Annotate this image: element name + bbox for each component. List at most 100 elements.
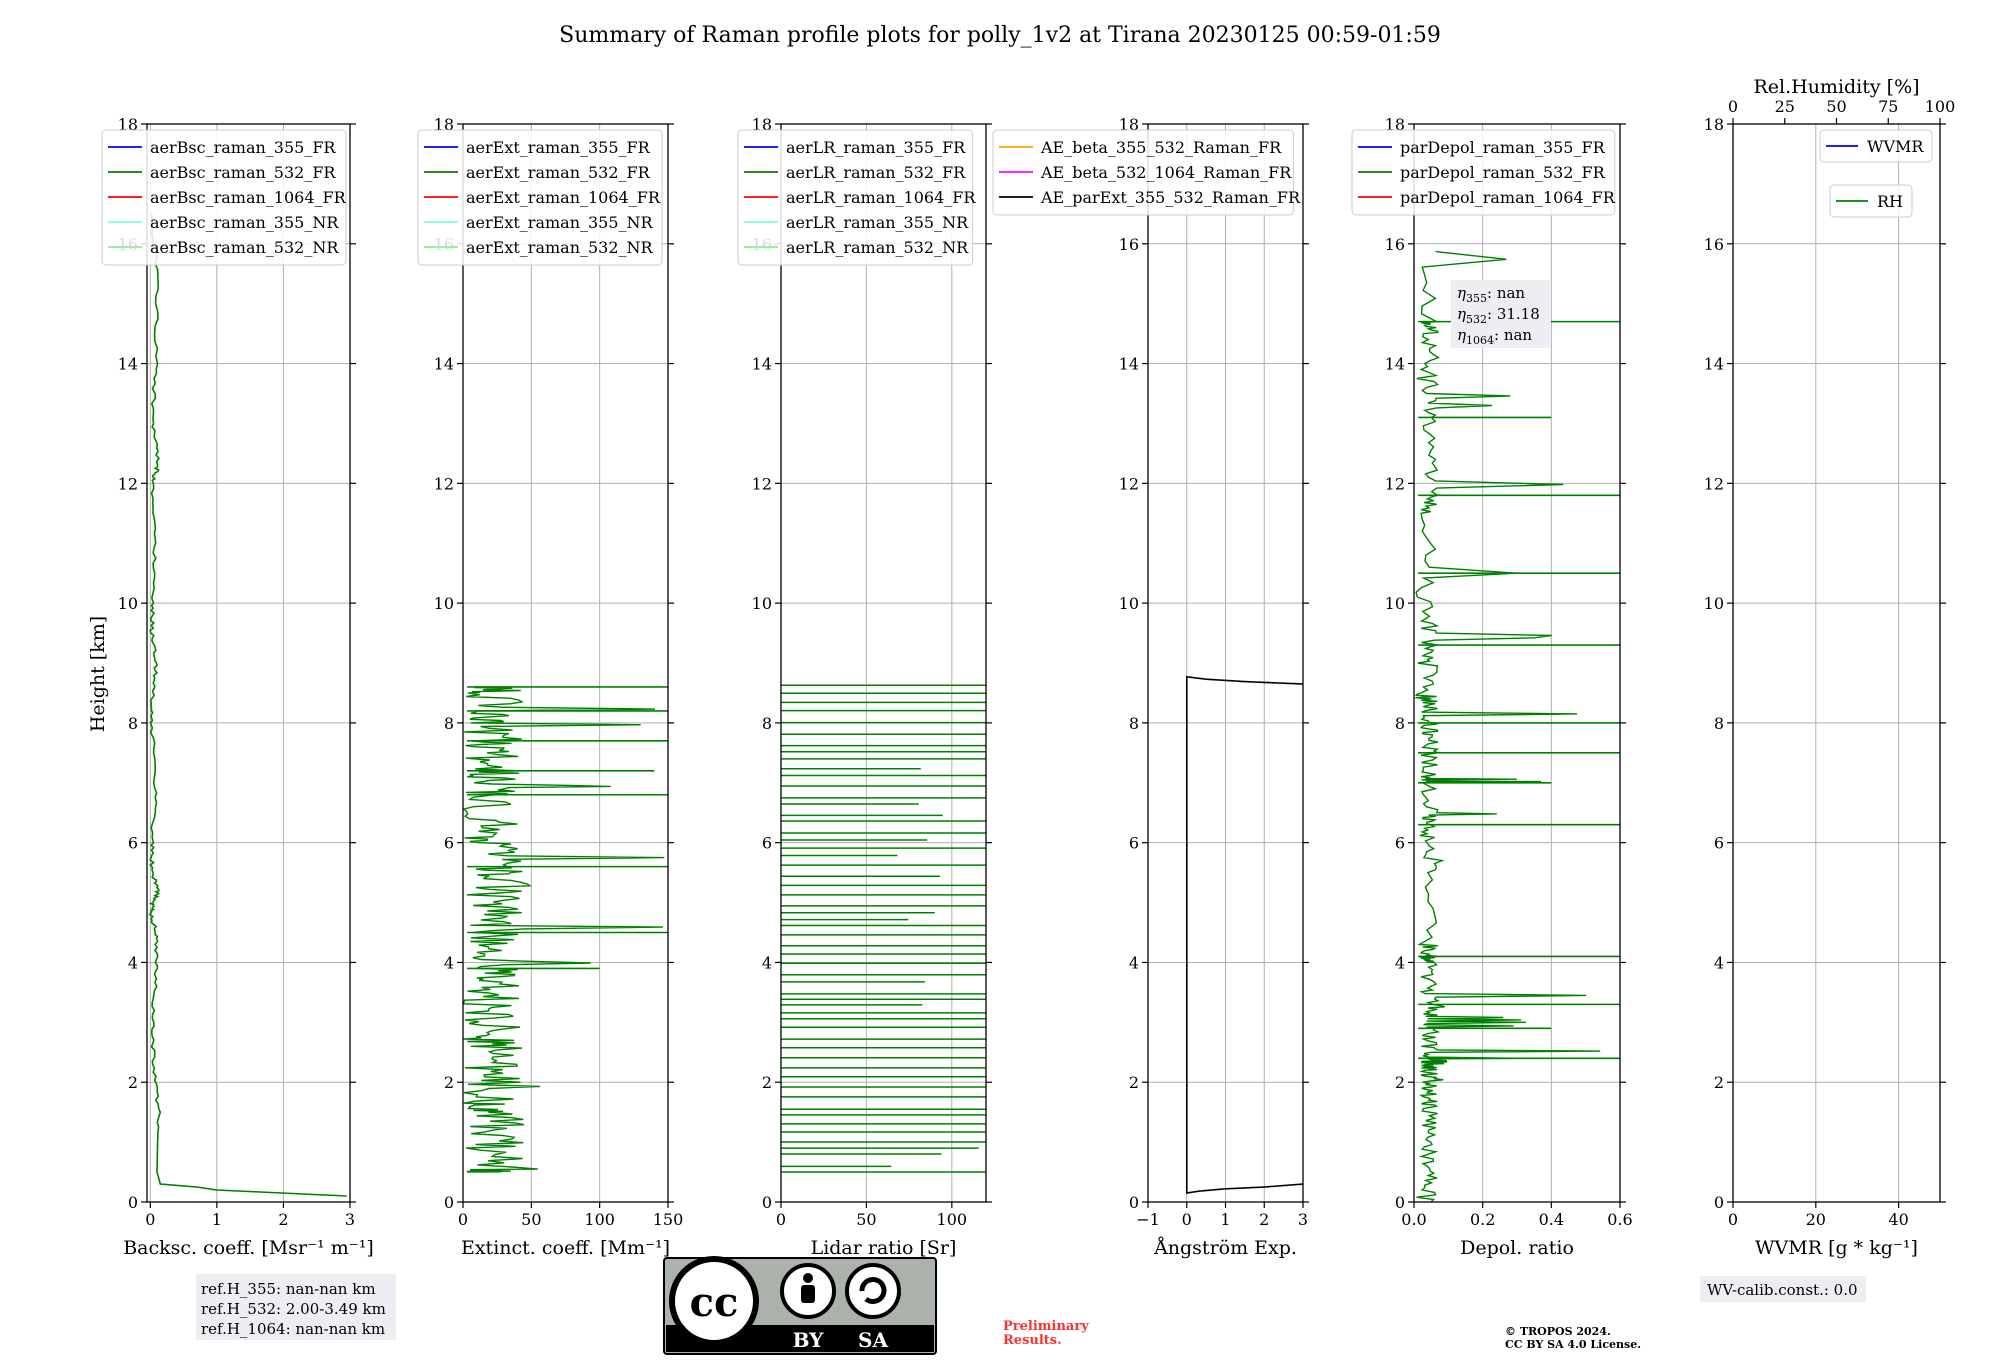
y-tick-label: 0 [128, 1193, 138, 1212]
ref-h-532: ref.H_532: 2.00-3.49 km [201, 1300, 386, 1318]
legend-label: aerExt_raman_355_NR [466, 213, 654, 232]
x-tick-label: 3 [1298, 1210, 1308, 1229]
y-tick-label: 10 [118, 594, 138, 613]
x-tick-label: 0.4 [1539, 1210, 1564, 1229]
axes-frame [780, 123, 987, 1203]
cc-license-badge: cc BY SA [663, 1256, 937, 1355]
legend-box [737, 129, 974, 266]
y-tick-label: 4 [1129, 953, 1139, 972]
x-tick-label: 150 [653, 1210, 684, 1229]
y-tick-label: 6 [1129, 834, 1139, 853]
legend-label: AE_beta_355_532_Raman_FR [1040, 138, 1282, 157]
y-tick-label: 4 [444, 953, 454, 972]
eta-value-1064: η1064: nan [1457, 326, 1532, 347]
legend-label: aerBsc_raman_355_NR [150, 213, 339, 232]
legend-label: aerExt_raman_355_FR [466, 138, 651, 157]
y-tick-label: 18 [1704, 115, 1724, 134]
cc-logo-icon [669, 1256, 759, 1346]
legend-label: AE_beta_532_1064_Raman_FR [1040, 163, 1292, 182]
y-tick-label: 10 [434, 594, 454, 613]
axes-frame [1413, 123, 1621, 1203]
x-tick-label: 1 [212, 1210, 222, 1229]
x-tick-label: 50 [856, 1210, 876, 1229]
legend-label: aerBsc_raman_355_FR [150, 138, 336, 157]
top-x-tick-label: 0 [1728, 97, 1738, 116]
y-tick-label: 4 [762, 953, 772, 972]
preliminary-line-1: Preliminary [1003, 1319, 1089, 1334]
y-tick-label: 8 [1714, 714, 1724, 733]
y-tick-label: 14 [118, 355, 138, 374]
x-axis-label: Lidar ratio [Sr] [811, 1237, 957, 1259]
legend-label: parDepol_raman_355_FR [1400, 138, 1606, 157]
top-x-tick-label: 25 [1775, 97, 1795, 116]
cc-logo-text: cc [690, 1279, 739, 1326]
legend-box-wvmr [1819, 129, 1933, 163]
legend-label: aerLR_raman_1064_FR [786, 188, 976, 207]
y-tick-label: 10 [1119, 594, 1139, 613]
copyright-line-1: © TROPOS 2024. [1505, 1325, 1611, 1338]
x-axis-label: Backsc. coeff. [Msr⁻¹ m⁻¹] [123, 1237, 374, 1259]
legend-label: WVMR [1867, 137, 1924, 156]
legend-label: parDepol_raman_532_FR [1400, 163, 1606, 182]
series-line-AE_parExt_355_532_Raman_FR [1186, 675, 1303, 1194]
copyright-line-2: CC BY SA 4.0 License. [1505, 1338, 1641, 1351]
x-tick-label: 50 [521, 1210, 541, 1229]
panel-5: 0 2 4 6 8 10 12 14 16 18 0.0 0.2 0.4 0.6 Depol. ratio p… [1351, 115, 1633, 1259]
legend-label: aerExt_raman_532_FR [466, 163, 651, 182]
by-label: BY [793, 1328, 825, 1352]
y-tick-label: 16 [1385, 235, 1405, 254]
ref-h-355: ref.H_355: nan-nan km [201, 1280, 376, 1298]
y-tick-label: 14 [1704, 355, 1724, 374]
x-tick-label: 40 [1888, 1210, 1908, 1229]
y-tick-label: 12 [1704, 474, 1724, 493]
series-line-aerExt_raman_532_FR [463, 686, 665, 1173]
legend-label: aerExt_raman_532_NR [466, 238, 654, 257]
y-tick-label: 12 [118, 474, 138, 493]
axes-frame [146, 123, 351, 1203]
series-line-parDepol_raman_532_FR [1414, 250, 1601, 1202]
y-tick-label: 12 [752, 474, 772, 493]
y-tick-label: 12 [1385, 474, 1405, 493]
legend-label: AE_parExt_355_532_Raman_FR [1040, 188, 1301, 207]
x-tick-label: 20 [1806, 1210, 1826, 1229]
top-x-tick-label: 100 [1925, 97, 1956, 116]
x-tick-label: 2 [1259, 1210, 1269, 1229]
legend-label: aerLR_raman_532_FR [786, 163, 966, 182]
y-tick-label: 12 [434, 474, 454, 493]
legend-label: aerBsc_raman_532_FR [150, 163, 336, 182]
x-tick-label: 0 [145, 1210, 155, 1229]
eta-value-355: η355: nan [1457, 284, 1525, 305]
y-tick-label: 2 [444, 1073, 454, 1092]
top-x-tick-label: 75 [1878, 97, 1898, 116]
legend-label: aerBsc_raman_532_NR [150, 238, 339, 257]
top-x-tick-label: 50 [1826, 97, 1846, 116]
x-axis-label: Extinct. coeff. [Mm⁻¹] [461, 1237, 670, 1259]
y-tick-label: 14 [1119, 355, 1139, 374]
axes-frame [462, 123, 669, 1203]
y-tick-label: 14 [434, 355, 454, 374]
y-tick-label: 2 [1129, 1073, 1139, 1092]
sa-label: SA [858, 1328, 888, 1352]
legend-box-rh [1829, 184, 1913, 218]
y-tick-label: 8 [444, 714, 454, 733]
y-tick-label: 8 [1395, 714, 1405, 733]
series-line-aerBsc_raman_532_FR [148, 213, 347, 1197]
x-axis-label: Depol. ratio [1460, 1237, 1574, 1259]
panel-1: 0246810121416180123Backsc. coeff. [Msr⁻¹… [101, 115, 374, 1259]
y-tick-label: 18 [434, 115, 454, 134]
y-tick-label: 0 [444, 1193, 454, 1212]
y-tick-label: 14 [752, 355, 772, 374]
x-tick-label: 0 [1182, 1210, 1192, 1229]
y-tick-label: 4 [128, 953, 138, 972]
x-tick-label: 0.0 [1401, 1210, 1426, 1229]
y-tick-label: 0 [762, 1193, 772, 1212]
y-tick-label: 8 [128, 714, 138, 733]
x-tick-label: −1 [1136, 1210, 1160, 1229]
legend-box [417, 129, 663, 266]
x-tick-label: 100 [937, 1210, 968, 1229]
top-axis-label: Rel.Humidity [%] [1753, 76, 1919, 98]
y-tick-label: 18 [1119, 115, 1139, 134]
